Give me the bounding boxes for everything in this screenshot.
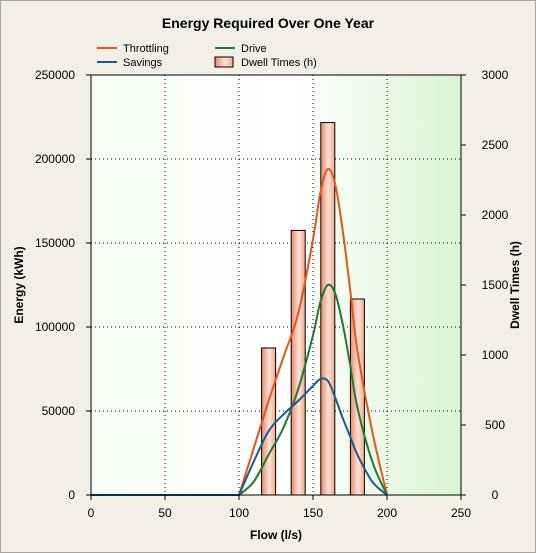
y-axis-label: Energy (kWh): [12, 246, 26, 323]
legend-swatch-dwell: [214, 56, 234, 68]
y-tick-label: 200000: [35, 152, 75, 166]
series-lines: [91, 167, 388, 496]
legend-label-dwell: Dwell Times (h): [241, 57, 317, 69]
chart-title: Energy Required Over One Year: [162, 15, 375, 31]
dwell-bar: [290, 229, 306, 496]
x-tick-label: 50: [158, 506, 172, 520]
legend: Throttling Drive Savings Dwell Times (h): [97, 43, 317, 69]
y-tick-label: 50000: [42, 404, 76, 418]
y2-tick-label: 0: [492, 488, 499, 502]
x-tick-label: 150: [303, 506, 323, 520]
y2-tick-label: 500: [485, 418, 505, 432]
y-tick-label: 0: [68, 488, 75, 502]
x-axis-label: Flow (l/s): [250, 528, 302, 542]
axes: 0 50 100 150 200 2500500001000001500002000002…: [35, 68, 509, 520]
y2-tick-label: 1000: [482, 348, 509, 362]
y2-tick-label: 1500: [482, 278, 509, 292]
dwell-bar: [261, 347, 277, 496]
x-tick-label: 100: [229, 506, 249, 520]
y-tick-label: 250000: [35, 68, 75, 82]
line-throttling: [91, 167, 388, 496]
legend-label-savings: Savings: [123, 57, 163, 69]
y2-tick-label: 2000: [482, 208, 509, 222]
line-drive: [91, 283, 388, 496]
x-tick-label: 0: [88, 506, 95, 520]
legend-label-throttling: Throttling: [123, 43, 169, 55]
y2-axis-label: Dwell Times (h): [508, 241, 522, 329]
y-tick-label: 100000: [35, 320, 75, 334]
dwell-bars: [261, 122, 365, 496]
y-tick-label: 150000: [35, 236, 75, 250]
legend-label-drive: Drive: [241, 43, 267, 55]
line-savings: [91, 377, 388, 496]
y2-tick-label: 3000: [482, 68, 509, 82]
x-tick-label: 250: [451, 506, 471, 520]
x-tick-label: 200: [377, 506, 397, 520]
y2-tick-label: 2500: [482, 138, 509, 152]
